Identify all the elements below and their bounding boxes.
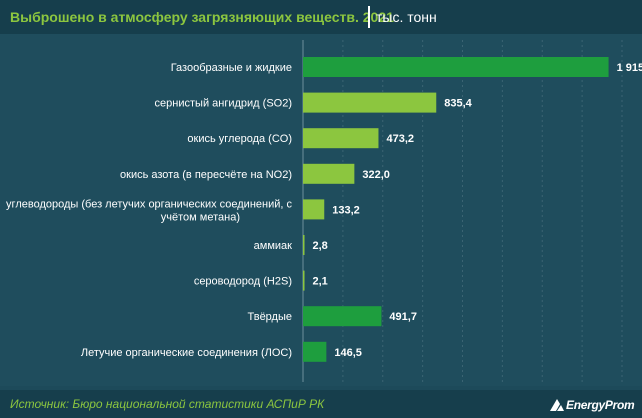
data-label: 491,7 — [389, 311, 417, 323]
category-label: углеводороды (без летучих органических с… — [6, 198, 292, 223]
category-label: окись азота (в пересчёте на NO2) — [120, 169, 292, 181]
bar — [303, 57, 609, 77]
source-note: Источник: Бюро национальной статистики А… — [10, 397, 325, 411]
category-label: Газообразные и жидкие — [171, 62, 292, 74]
bar — [303, 341, 327, 362]
bar — [303, 128, 379, 149]
bar — [303, 306, 382, 327]
data-label: 2,8 — [313, 240, 328, 252]
data-label: 835,4 — [444, 98, 472, 110]
data-label: 2,1 — [313, 276, 328, 288]
bar — [303, 163, 355, 184]
logo-text: EnergyProm — [566, 398, 635, 412]
data-label: 133,2 — [332, 204, 360, 216]
category-label: окись углерода (CO) — [187, 133, 292, 145]
energyprom-logo-icon — [550, 399, 564, 411]
chart-title: Выброшено в атмосферу загрязняющих вещес… — [10, 9, 394, 25]
bar — [303, 199, 325, 220]
data-label: 1 915,8 — [617, 62, 642, 74]
data-label: 146,5 — [334, 347, 362, 359]
category-label: Летучие органические соединения (ЛОС) — [81, 347, 292, 359]
category-label: сероводород (H2S) — [194, 276, 292, 288]
data-label: 322,0 — [362, 169, 390, 181]
bar — [303, 270, 305, 291]
category-label: Твёрдые — [247, 311, 292, 323]
bar — [303, 92, 437, 113]
bar — [303, 235, 305, 255]
category-label: сернистый ангидрид (SO2) — [155, 98, 292, 110]
title-bar — [0, 0, 642, 34]
footer-bar — [0, 390, 642, 418]
title-separator — [368, 6, 370, 28]
data-label: 473,2 — [386, 133, 414, 145]
category-label: аммиак — [254, 240, 293, 252]
chart-unit: тыс. тонн — [376, 9, 437, 25]
